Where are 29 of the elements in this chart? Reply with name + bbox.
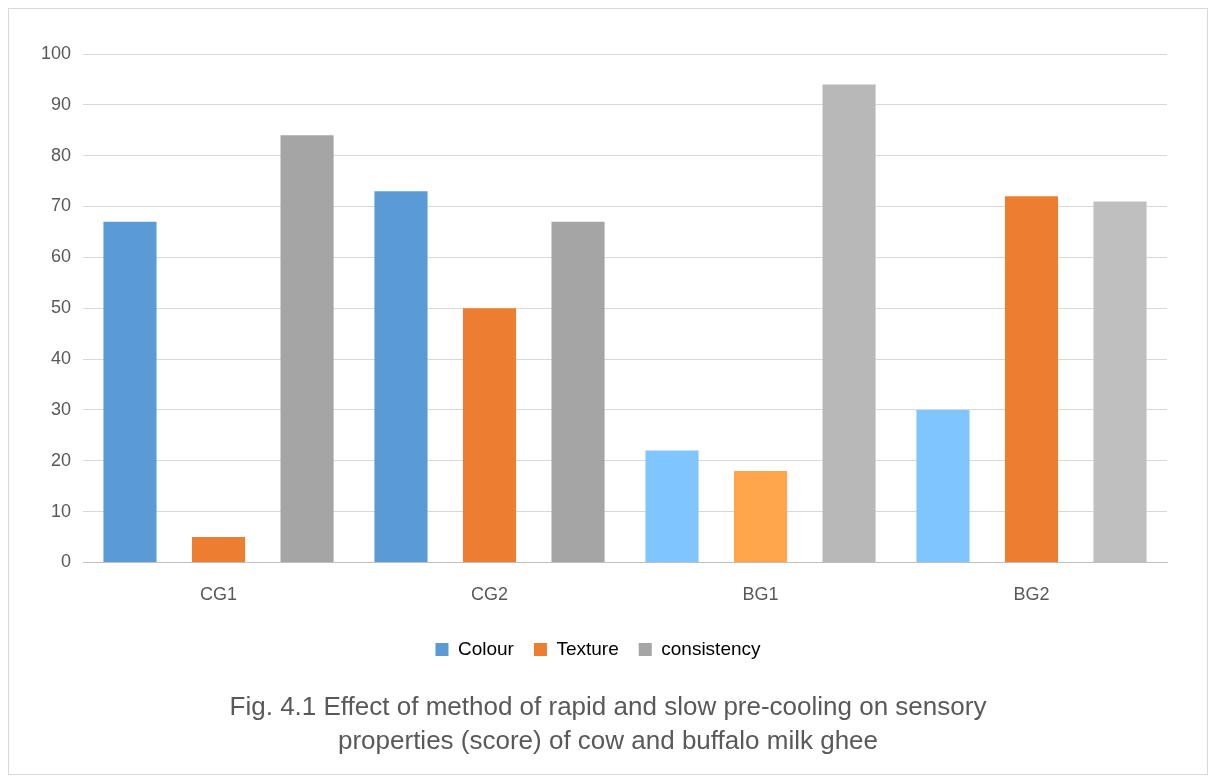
bar <box>1004 196 1059 562</box>
x-tick-label: BG1 <box>742 584 779 605</box>
y-tick-label: 30 <box>51 398 72 419</box>
bar <box>733 470 788 562</box>
x-tick-label: BG2 <box>1013 584 1050 605</box>
y-tick-label: 70 <box>51 195 72 216</box>
bar <box>462 308 517 562</box>
legend-label: Colour <box>457 637 515 659</box>
y-tick-label: 0 <box>61 551 72 572</box>
x-tick-label: CG2 <box>471 584 509 605</box>
bar <box>103 221 157 562</box>
y-tick-label: 60 <box>51 246 72 267</box>
bar <box>374 191 428 562</box>
y-tick-label: 20 <box>51 449 72 470</box>
y-tick-label: 80 <box>51 144 72 165</box>
text: Fig. 4.1 Effect of method of rapid and slow pre-cooling on sensory properties (score) of cow and buffalo milk ghee <box>228 690 988 757</box>
legend-label: Texture <box>556 637 619 659</box>
y-tick-label: 90 <box>51 93 72 114</box>
bar <box>191 536 246 562</box>
bar <box>645 450 699 562</box>
bar <box>551 221 605 562</box>
bar <box>916 409 970 562</box>
y-tick-label: 50 <box>51 297 72 318</box>
y-tick-label: 40 <box>51 348 72 369</box>
x-tick-label: CG1 <box>200 584 238 605</box>
bar <box>280 135 334 562</box>
y-tick-label: 100 <box>40 42 72 63</box>
legend-label: consistency <box>661 637 762 659</box>
y-tick-label: 10 <box>51 500 72 521</box>
